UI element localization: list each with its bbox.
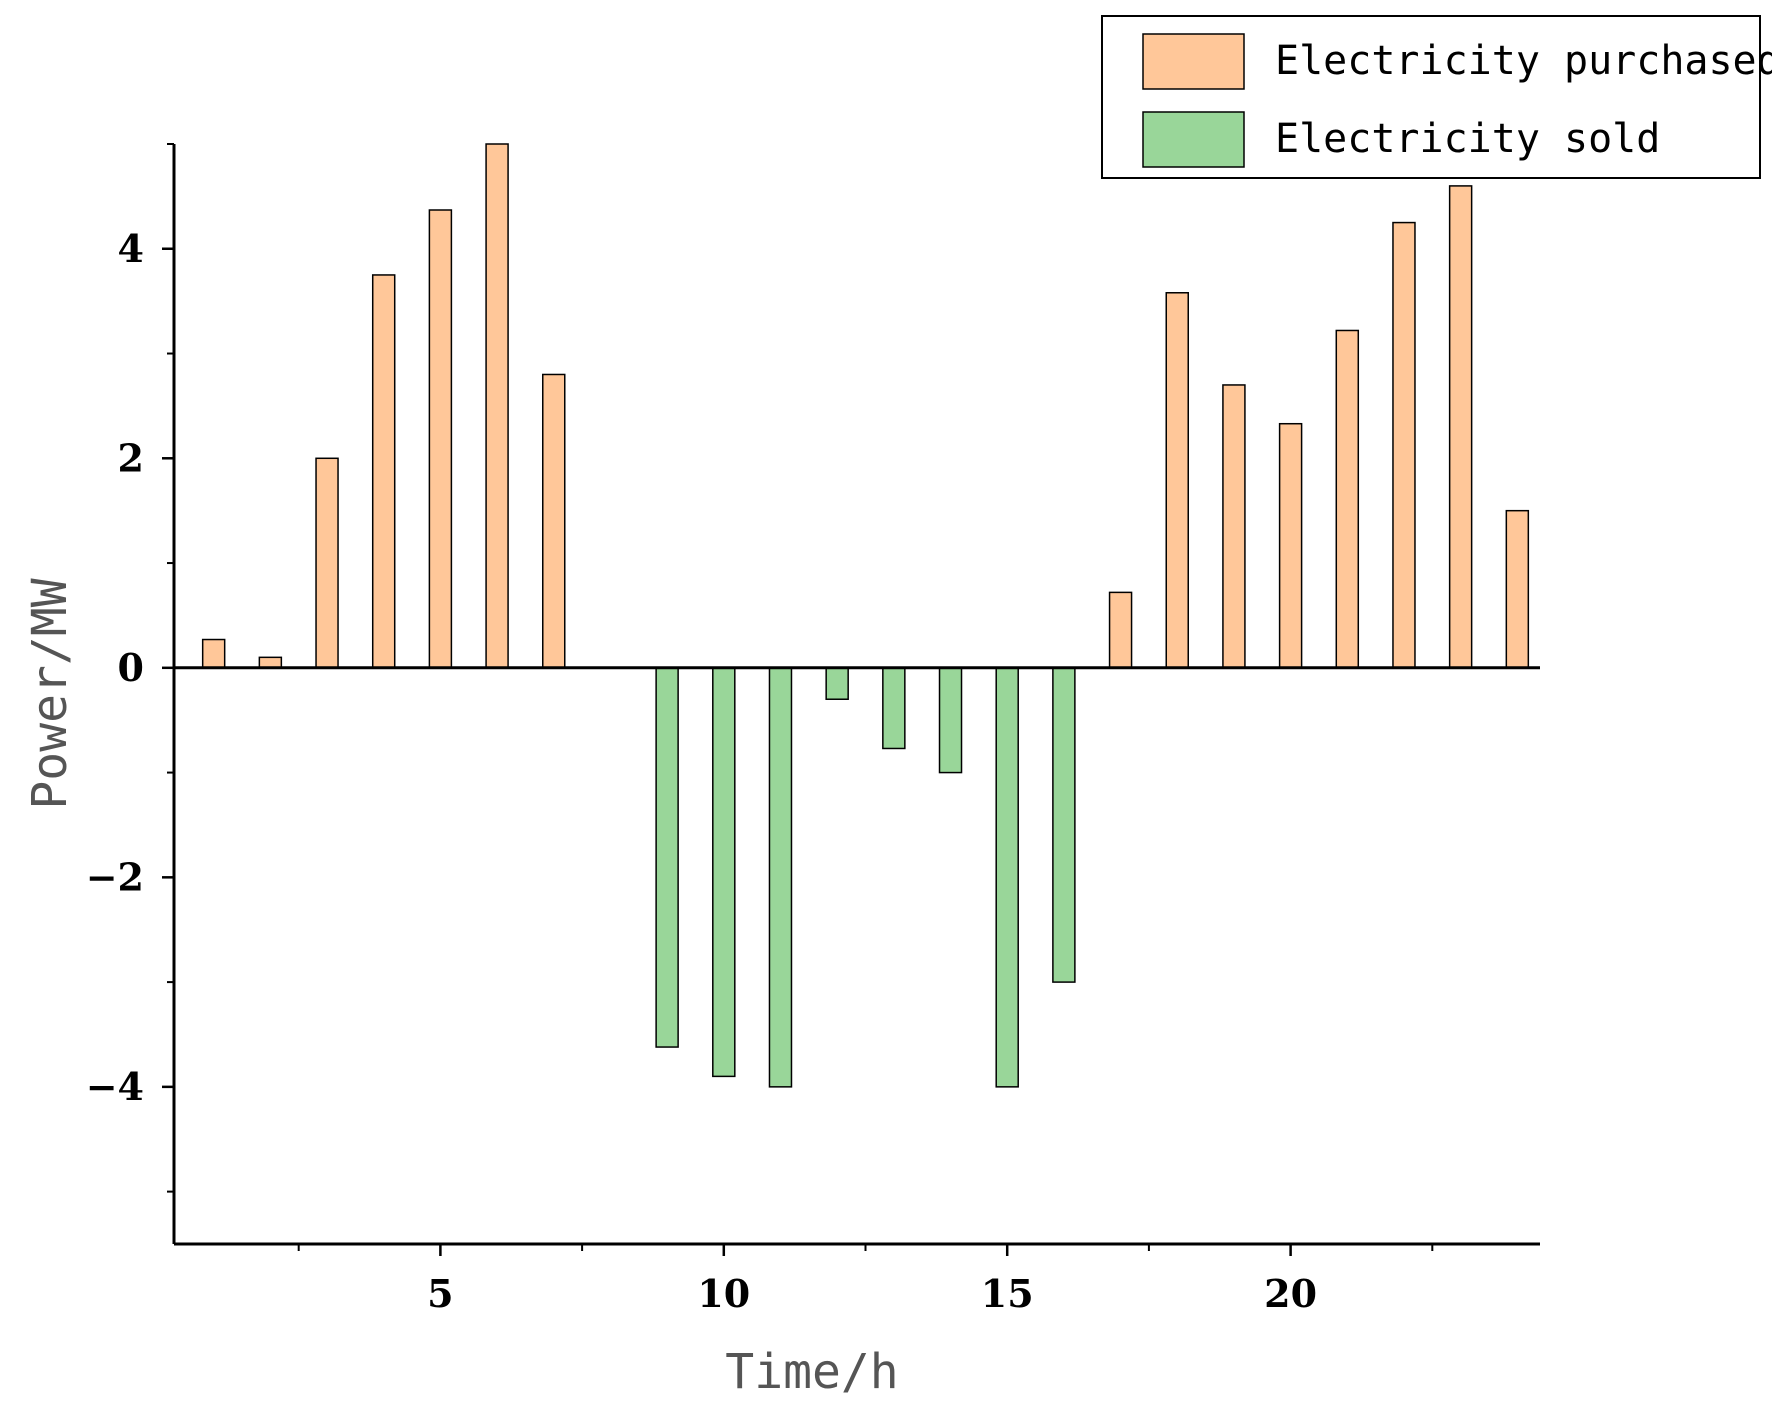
bar-sold-h16 [1052,667,1076,983]
legend: Electricity purchased Electricity sold [1101,15,1772,179]
bar-purchased-h7 [542,373,566,669]
bar-purchased-h21 [1335,329,1360,669]
bar-purchased-h3 [315,457,339,669]
bar-purchased-h5 [428,209,453,669]
y-axis-title: Power/MW [22,578,78,809]
bar-sold-h14 [938,667,963,774]
bar-purchased-h19 [1222,384,1246,669]
bar-sold-h10 [712,667,736,1078]
legend-swatch-purchased [1142,33,1245,90]
bar-sold-h12 [825,667,849,700]
bar-purchased-h23 [1448,185,1473,669]
bar-purchased-h18 [1165,292,1189,669]
bar-purchased-h2 [258,656,283,669]
x-tick-label: 20 [1264,1271,1317,1316]
x-tick-label: 10 [697,1271,750,1316]
bar-purchased-h17 [1108,591,1133,669]
bar-sold-h13 [882,667,906,750]
legend-label-sold: Electricity sold [1275,116,1660,162]
axes-group: −4 −2 0 2 4 5 10 15 20 [86,143,1540,1316]
x-tick-label: 15 [981,1271,1034,1316]
legend-swatch-sold [1142,111,1245,168]
bar-sold-h9 [655,667,679,1048]
y-tick-label: −4 [86,1064,144,1109]
bar-purchased-h1 [201,638,226,669]
bar-purchased-h24 [1505,509,1530,669]
y-tick-label: 0 [118,645,144,690]
y-tick-label: −2 [86,854,144,899]
bar-purchased-h22 [1392,221,1416,669]
legend-label-purchased: Electricity purchased [1275,38,1772,84]
x-axis-title: Time/h [725,1344,898,1400]
bar-purchased-h20 [1278,422,1303,669]
y-tick-label: 2 [118,435,144,480]
bar-sold-h15 [995,667,1019,1088]
bar-purchased-h6 [485,143,509,669]
bar-purchased-h4 [371,274,396,669]
bar-sold-h11 [768,667,793,1088]
x-tick-label: 5 [427,1271,453,1316]
bars-group [201,143,1530,1088]
y-tick-label: 4 [118,226,144,271]
